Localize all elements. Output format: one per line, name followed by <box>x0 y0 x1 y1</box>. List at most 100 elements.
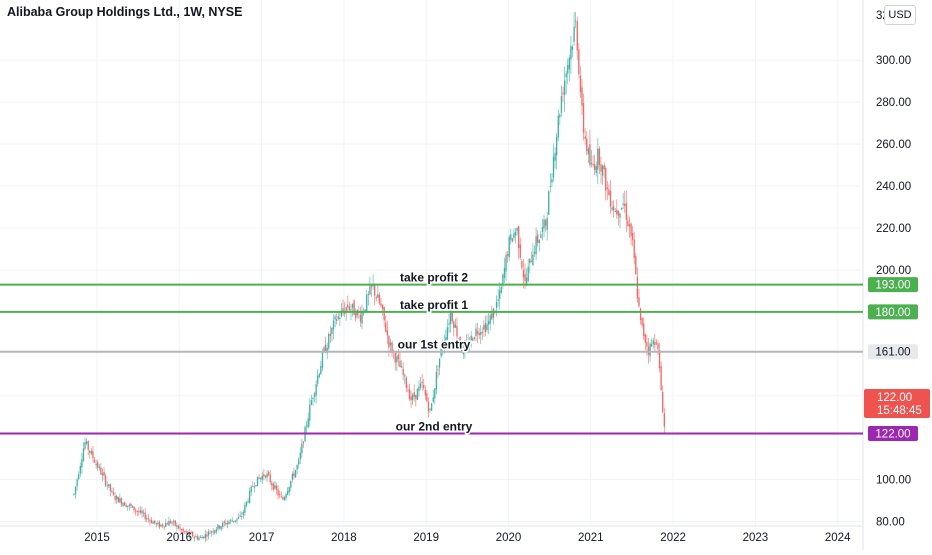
candle-body <box>133 506 135 511</box>
candle-body <box>222 522 224 527</box>
candle-body <box>248 490 251 503</box>
candle-body <box>502 274 504 286</box>
candle-body <box>160 524 162 527</box>
candle-body <box>108 484 110 487</box>
currency-button[interactable]: USD <box>884 5 916 25</box>
candle-body <box>297 459 300 465</box>
candle-body <box>210 531 213 533</box>
candle-body <box>538 239 540 243</box>
candle-body <box>139 510 142 513</box>
candle-body <box>307 418 309 428</box>
candle-body <box>247 501 249 503</box>
candle-body <box>511 238 514 242</box>
candle-body <box>252 486 254 488</box>
candle-body <box>525 277 528 285</box>
candle-body <box>497 299 499 301</box>
candle-body <box>663 413 666 427</box>
y-tick-label: 220.00 <box>876 223 911 235</box>
y-tick-label: 240.00 <box>876 181 911 193</box>
candle-body <box>305 425 308 427</box>
candle-body <box>563 80 566 95</box>
candle-body <box>269 474 271 483</box>
candle-body <box>339 317 341 319</box>
candle-body <box>158 521 161 528</box>
candle-body <box>193 537 195 539</box>
candle-body <box>641 317 643 326</box>
candle-body <box>301 443 303 454</box>
candle-body <box>603 164 605 170</box>
candle-body <box>657 343 659 350</box>
candle-body <box>427 401 430 412</box>
candle-body <box>574 20 577 22</box>
candle-body <box>82 448 85 461</box>
candle-body <box>320 366 322 375</box>
candle-body <box>324 344 327 353</box>
x-tick-label: 2024 <box>825 532 851 544</box>
candle-body <box>624 203 626 206</box>
candle-body <box>472 338 474 341</box>
candle-body <box>399 360 401 368</box>
candle-body <box>489 315 491 324</box>
level-label: take profit 2 <box>400 271 468 285</box>
candle-body <box>499 290 501 299</box>
candle-body <box>239 515 241 517</box>
candle-body <box>359 314 362 322</box>
x-tick-label: 2021 <box>578 532 604 544</box>
candle-body <box>103 471 105 476</box>
candle-body <box>612 206 615 211</box>
candle-body <box>453 321 455 329</box>
candle-body <box>332 320 335 330</box>
candle-body <box>209 532 211 534</box>
candle-body <box>454 324 457 328</box>
candle-body <box>614 211 616 213</box>
candles <box>73 11 666 543</box>
candle-body <box>513 233 515 238</box>
candle-body <box>331 328 333 334</box>
candle-body <box>465 343 468 345</box>
candle-body <box>548 191 550 215</box>
candle-body <box>380 303 382 306</box>
candle-body <box>584 136 586 139</box>
candle-body <box>426 393 428 402</box>
candle-body <box>147 518 150 520</box>
candle-body <box>218 525 221 529</box>
candle-body <box>215 529 218 532</box>
x-tick-label: 2022 <box>660 532 686 544</box>
candle-body <box>486 324 488 330</box>
candle-body <box>122 503 124 506</box>
candle-body <box>166 523 169 525</box>
chart-title: Alibaba Group Holdings Ltd., 1W, NYSE <box>7 5 243 19</box>
candle-body <box>554 152 556 161</box>
candle-body <box>590 162 593 164</box>
candle-body <box>361 311 363 324</box>
candle-body <box>416 389 419 401</box>
x-tick-label: 2019 <box>413 532 439 544</box>
candle-body <box>410 396 412 401</box>
candle-body <box>334 316 336 320</box>
candle-body <box>347 304 349 308</box>
candle-body <box>366 294 368 312</box>
candle-body <box>386 330 389 336</box>
candle-body <box>654 342 656 346</box>
candle-body <box>198 537 200 540</box>
candle-body <box>389 342 392 346</box>
candle-body <box>168 521 170 526</box>
candle-body <box>335 319 338 322</box>
candle-body <box>625 203 628 220</box>
candle-body <box>598 148 601 166</box>
candle-body <box>81 459 83 468</box>
candle-body <box>74 486 77 495</box>
candle-body <box>391 342 393 353</box>
candle-body <box>177 525 180 529</box>
y-tick-label: 100.00 <box>876 475 911 487</box>
candle-body <box>540 234 542 239</box>
candle-body <box>419 383 422 388</box>
candle-body <box>174 520 176 526</box>
candle-body <box>579 75 582 93</box>
candle-body <box>302 441 305 444</box>
candle-body <box>385 322 387 332</box>
candle-body <box>111 490 113 492</box>
y-tick-label: 260.00 <box>876 139 911 151</box>
candle-body <box>573 26 575 42</box>
candle-body <box>524 273 526 281</box>
